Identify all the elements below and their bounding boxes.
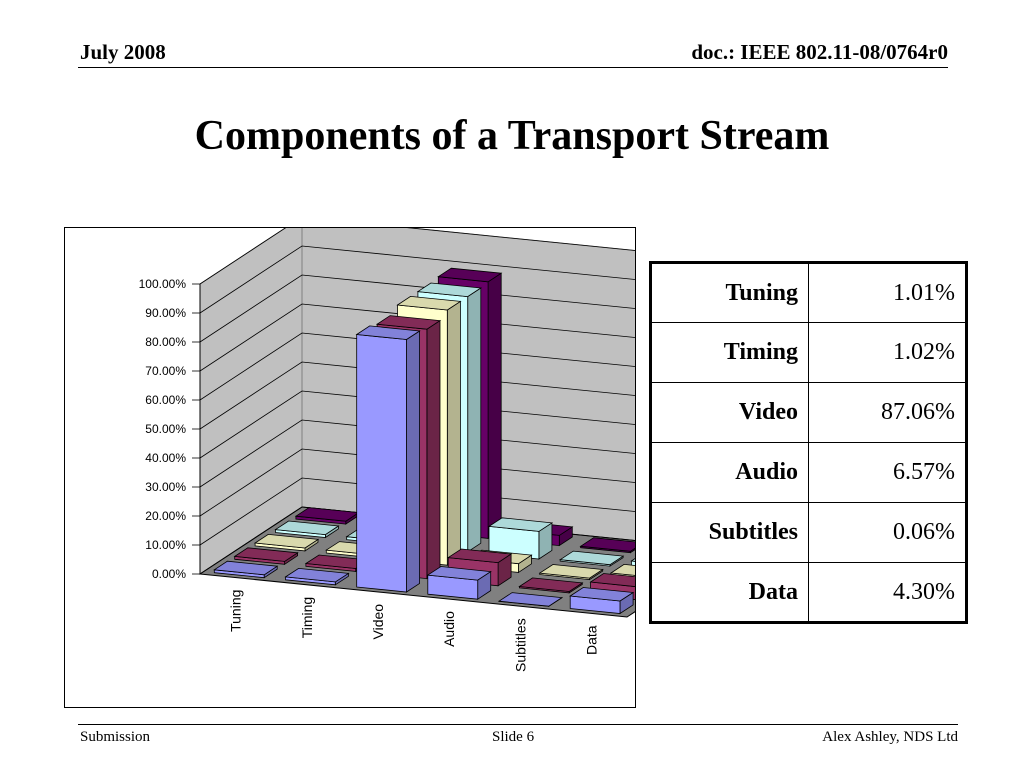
bar-top bbox=[538, 564, 604, 579]
row-label: Audio bbox=[650, 442, 809, 503]
row-value: 0.06% bbox=[808, 502, 967, 563]
x-category-label: Data bbox=[583, 625, 599, 655]
row-label: Data bbox=[650, 562, 809, 623]
footer-divider bbox=[78, 724, 958, 725]
bar-top bbox=[497, 592, 564, 607]
bar-top bbox=[559, 550, 625, 566]
component-table: Tuning 1.01% Timing 1.02% Video 87.06% A… bbox=[649, 261, 968, 624]
y-tick-label: 70.00% bbox=[145, 364, 186, 378]
bar-top bbox=[487, 517, 554, 532]
slide-title: Components of a Transport Stream bbox=[194, 113, 830, 159]
bar-top bbox=[426, 566, 492, 581]
table-row: Tuning 1.01% bbox=[650, 262, 967, 323]
bar-side bbox=[446, 300, 461, 566]
table-row: Audio 6.57% bbox=[650, 442, 967, 503]
row-label: Video bbox=[650, 382, 809, 443]
row-value: 4.30% bbox=[808, 562, 967, 623]
y-tick-label: 30.00% bbox=[145, 480, 186, 494]
y-tick-label: 100.00% bbox=[139, 277, 187, 291]
y-tick-label: 10.00% bbox=[145, 538, 186, 552]
y-tick-label: 80.00% bbox=[145, 335, 186, 349]
x-category-label: Video bbox=[370, 604, 386, 640]
bar-top bbox=[569, 587, 635, 602]
row-label: Timing bbox=[650, 322, 809, 383]
table-row: Video 87.06% bbox=[650, 382, 967, 443]
x-category-label: Audio bbox=[441, 611, 457, 647]
bar-top bbox=[355, 325, 421, 340]
bar-top bbox=[518, 577, 584, 592]
row-value: 87.06% bbox=[808, 382, 967, 443]
bar-top bbox=[416, 282, 482, 298]
row-label: Tuning bbox=[650, 262, 809, 323]
bar-top bbox=[396, 295, 462, 311]
bar-top bbox=[630, 558, 635, 562]
bar-top bbox=[253, 533, 320, 549]
bar-top bbox=[437, 267, 503, 283]
y-tick-label: 60.00% bbox=[145, 393, 186, 407]
chart-frame: 0.00% 10.00% 20.00% 30.00% 40.00% 50.00% 60.00… bbox=[64, 227, 636, 708]
x-category-label: Timing bbox=[299, 597, 315, 639]
footer-submission: Submission bbox=[80, 729, 151, 745]
gridline bbox=[199, 448, 635, 517]
footer-author: Alex Ashley, NDS Ltd bbox=[822, 729, 958, 745]
bar-top bbox=[447, 548, 513, 564]
header-doc-id: doc.: IEEE 802.11-08/0764r0 bbox=[691, 40, 948, 64]
bar-top bbox=[213, 560, 279, 576]
bar-top bbox=[233, 547, 299, 562]
gridline bbox=[199, 332, 635, 401]
bar-side bbox=[406, 330, 421, 593]
gridline bbox=[199, 303, 635, 372]
gridline bbox=[199, 390, 635, 459]
bar-top bbox=[609, 563, 635, 576]
gridline bbox=[199, 228, 635, 285]
row-value: 1.02% bbox=[808, 322, 967, 383]
bar-side bbox=[487, 272, 502, 540]
y-tick-label: 20.00% bbox=[145, 509, 186, 523]
y-tick-label: 50.00% bbox=[145, 422, 186, 436]
x-category-label: Subtitles bbox=[512, 618, 528, 672]
bar-side bbox=[426, 319, 441, 580]
footer-slide-number: Slide 6 bbox=[492, 729, 535, 745]
x-category-label: Tuning bbox=[228, 590, 244, 632]
y-tick-label: 40.00% bbox=[145, 451, 186, 465]
table-row: Subtitles 0.06% bbox=[650, 502, 967, 563]
row-value: 1.01% bbox=[808, 262, 967, 323]
bar-top bbox=[579, 537, 635, 552]
gridline bbox=[199, 506, 635, 575]
gridline bbox=[199, 477, 635, 546]
bar-top bbox=[274, 520, 340, 536]
bar bbox=[356, 334, 407, 593]
gridline bbox=[199, 419, 635, 488]
bar-top bbox=[375, 315, 442, 330]
table-row: Timing 1.02% bbox=[650, 322, 967, 383]
y-tick-label: 0.00% bbox=[152, 567, 186, 581]
table-row: Data 4.30% bbox=[650, 562, 967, 623]
row-value: 6.57% bbox=[808, 442, 967, 503]
header-divider bbox=[78, 67, 948, 68]
gridline bbox=[199, 274, 635, 343]
header-date: July 2008 bbox=[80, 40, 166, 64]
bar-side bbox=[467, 287, 482, 553]
gridline bbox=[199, 361, 635, 430]
y-tick-label: 90.00% bbox=[145, 306, 186, 320]
3d-column-chart: 0.00% 10.00% 20.00% 30.00% 40.00% 50.00% 60.00… bbox=[139, 228, 635, 672]
gridline bbox=[199, 245, 635, 314]
bar-top bbox=[284, 567, 350, 583]
row-label: Subtitles bbox=[650, 502, 809, 563]
bar-top bbox=[589, 573, 635, 587]
